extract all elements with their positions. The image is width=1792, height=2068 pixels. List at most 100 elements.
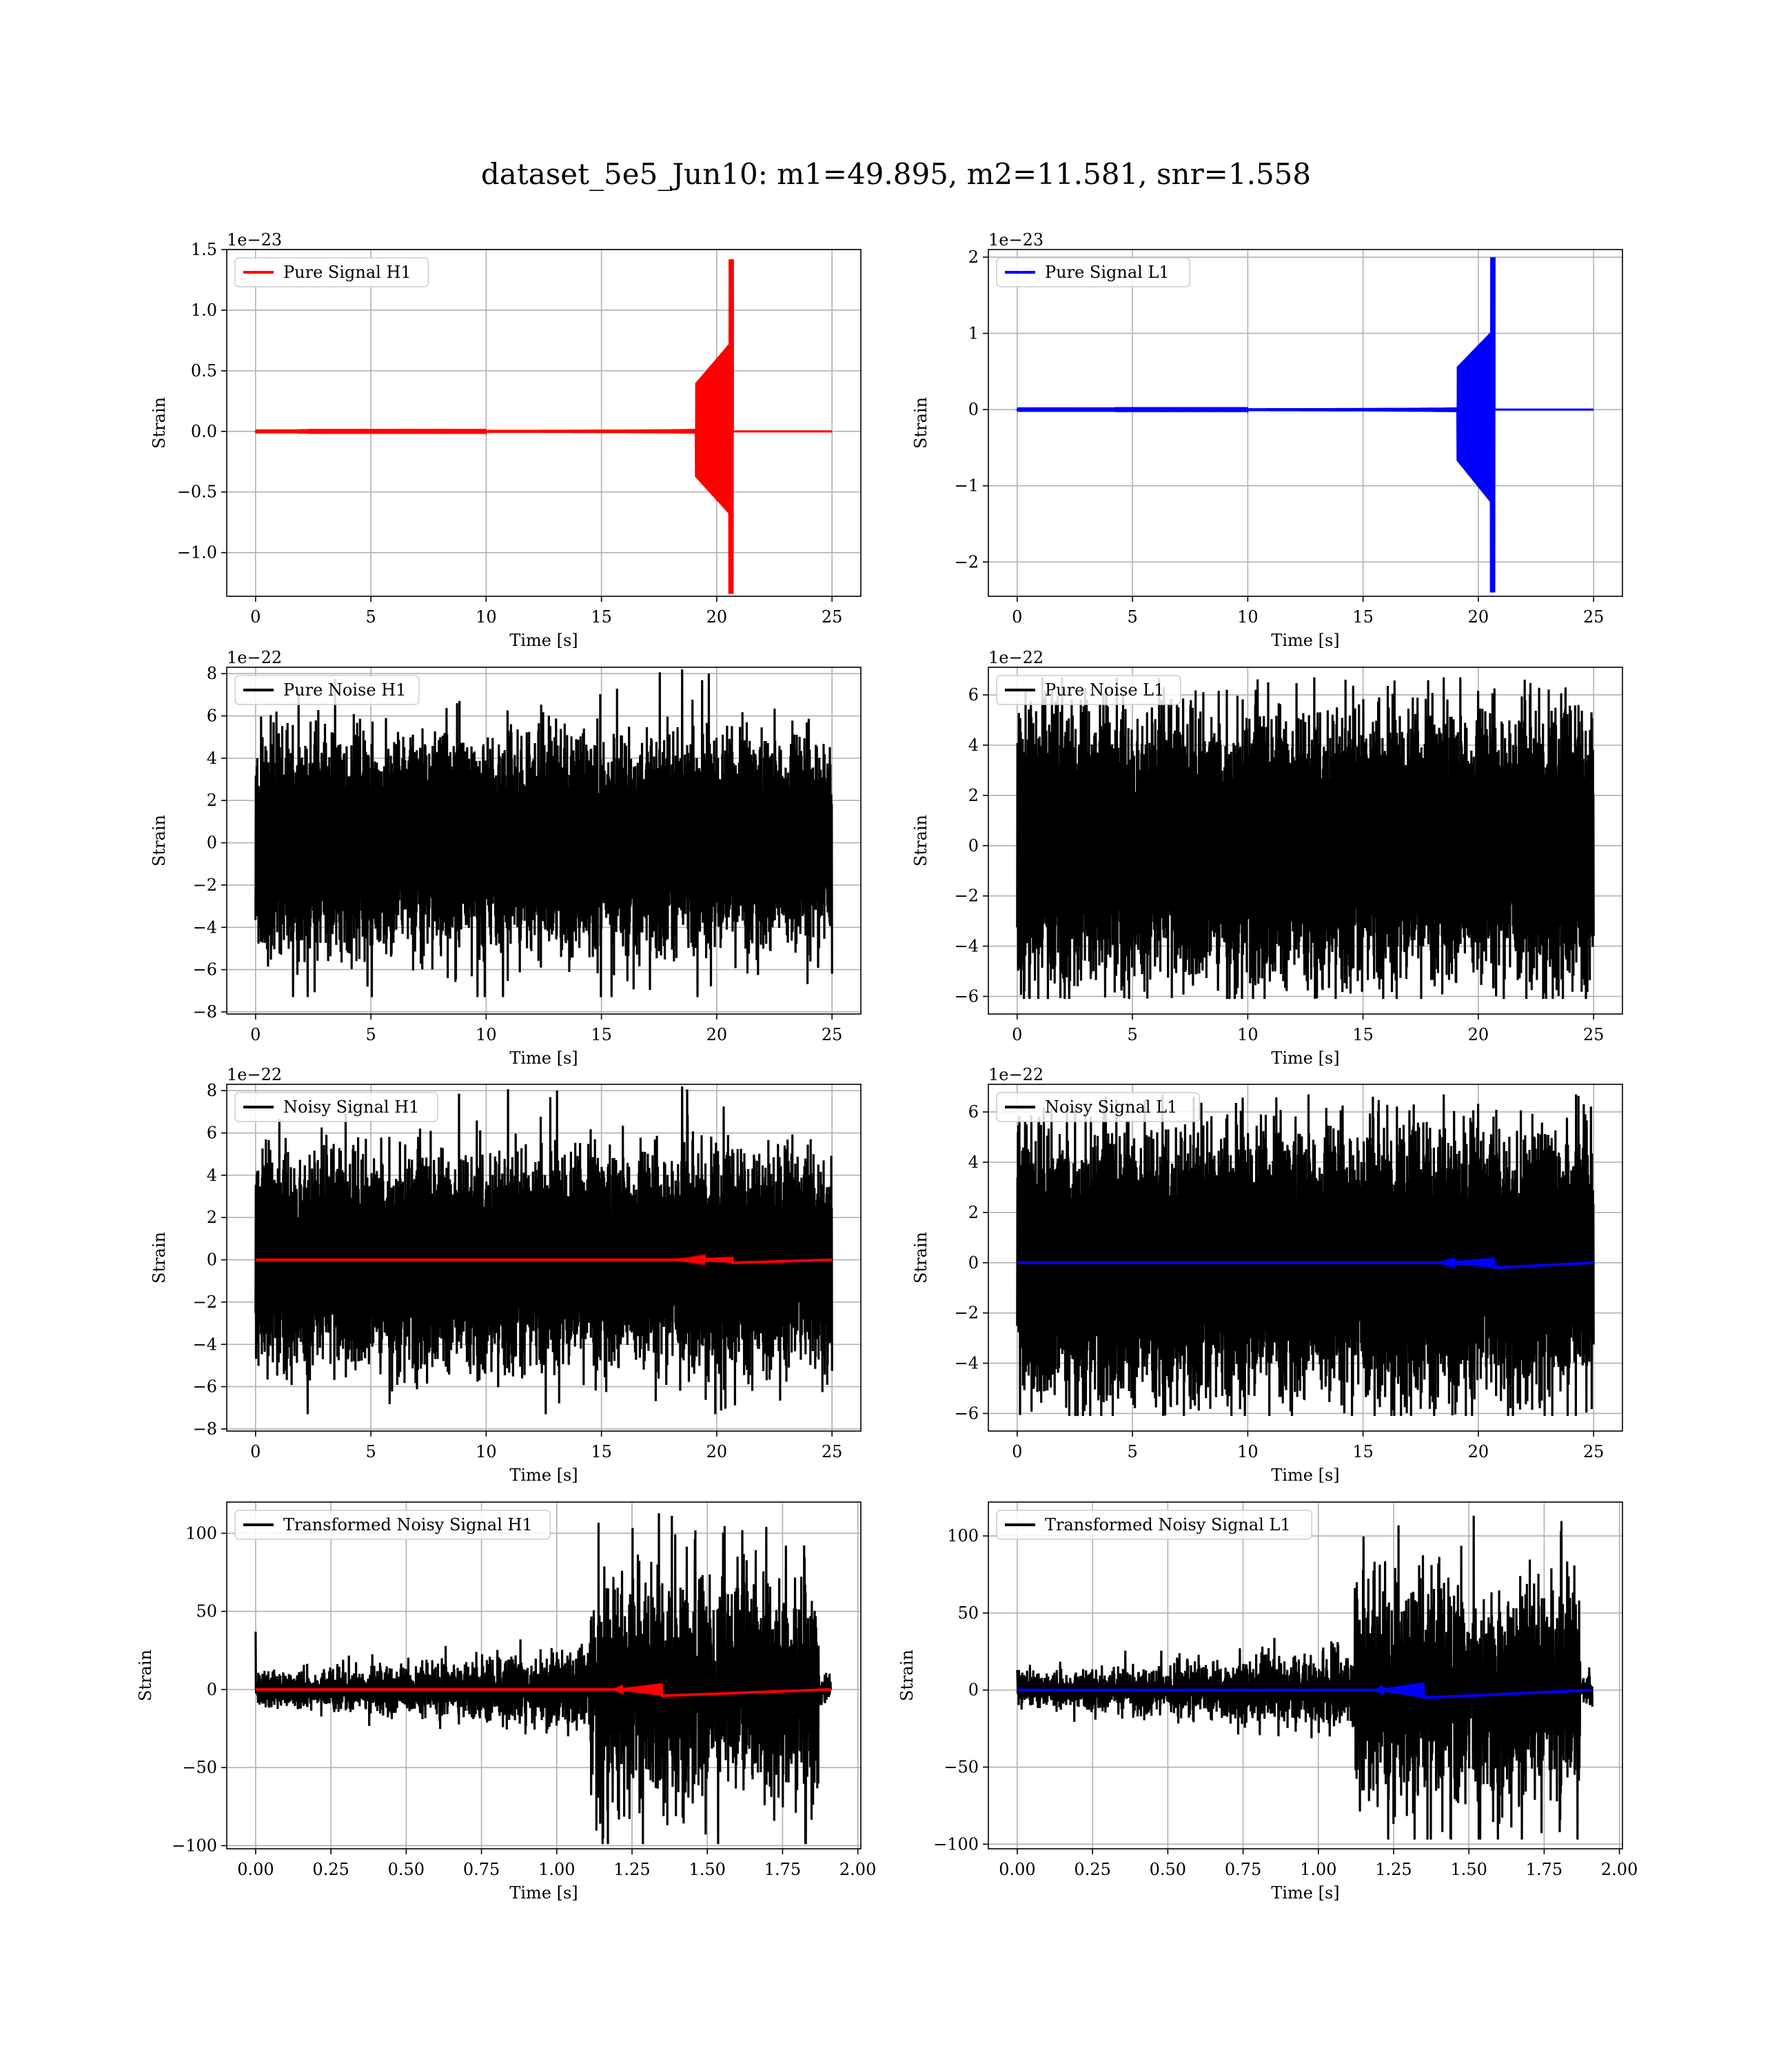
- x-tick-label: 10: [1237, 1442, 1259, 1461]
- x-axis-label: Time [s]: [1271, 1883, 1339, 1903]
- x-axis-label: Time [s]: [1271, 631, 1339, 650]
- x-tick-label: 10: [476, 1442, 497, 1461]
- x-tick-label: 0.25: [312, 1860, 349, 1879]
- y-tick-label: −1.0: [177, 543, 217, 562]
- legend-label: Transformed Noisy Signal L1: [1045, 1515, 1291, 1534]
- panel-pure-noise-h1: 0 5 10 15 20 25 −8 −6 −4 −2 0 2 4 6 8 Time [s] Strain 1e−…: [150, 648, 862, 1068]
- legend-label: Noisy Signal H1: [283, 1097, 419, 1117]
- x-tick-label: 20: [706, 1025, 728, 1044]
- y-tick-label: 0: [968, 1253, 979, 1273]
- noise-series: [1016, 1094, 1595, 1417]
- y-tick-label: −8: [193, 1419, 217, 1439]
- y-tick-label: 6: [968, 1102, 979, 1122]
- panel-pure-signal-l1: 0 5 10 15 20 25 −2 −1 0 1 2 Time [s] Strain 1e−23Pure…: [911, 230, 1623, 650]
- y-axis-label: Strain: [150, 397, 169, 449]
- y-tick-label: −2: [193, 875, 217, 895]
- y-tick-label: 2: [207, 791, 217, 810]
- y-axis-label: Strain: [911, 397, 930, 449]
- axes-frame: [988, 1084, 1623, 1432]
- panel-noisy-signal-l1: 0 5 10 15 20 25 −6 −4 −2 0 2 4 6 Time [s] Strain 1e−22N…: [911, 1065, 1623, 1485]
- axes-frame: [226, 249, 862, 597]
- y-tick-label: −2: [193, 1292, 217, 1312]
- plot-area: [1016, 1515, 1594, 1840]
- x-tick-label: 25: [1583, 1025, 1605, 1044]
- x-tick-label: 0.50: [1150, 1860, 1186, 1879]
- x-tick-label: 20: [706, 1442, 728, 1461]
- x-tick-label: 5: [365, 607, 376, 627]
- x-tick-label: 5: [365, 1025, 376, 1044]
- panel-transformed-noisy-signal-h1: 0.00 0.25 0.50 0.75 1.00 1.25 1.50 1.75 2.00 −100…: [136, 1501, 876, 1903]
- signal-series: [1016, 257, 1594, 593]
- x-tick-label: 10: [1237, 1025, 1259, 1044]
- x-tick-label: 2.00: [1601, 1860, 1638, 1879]
- y-tick-label: −6: [955, 1403, 979, 1423]
- y-axis-label: Strain: [911, 815, 930, 866]
- signal-series: [254, 259, 833, 594]
- y-tick-label: −50: [944, 1758, 979, 1777]
- y-tick-label: 4: [968, 736, 979, 755]
- y-tick-label: 0: [207, 1250, 217, 1270]
- y-axis-label: Strain: [150, 1232, 169, 1284]
- x-tick-label: 0: [1012, 1025, 1022, 1044]
- legend-box: [996, 1092, 1200, 1122]
- y-tick-label: 2: [207, 1208, 217, 1227]
- y-axis-label: Strain: [911, 1232, 930, 1284]
- plot-area: [254, 1513, 832, 1845]
- legend-label: Noisy Signal L1: [1045, 1097, 1177, 1117]
- y-tick-label: 0: [207, 833, 217, 853]
- legend-box: [234, 257, 429, 287]
- x-axis-label: Time [s]: [509, 631, 578, 650]
- legend-box: [996, 675, 1181, 705]
- signal-overlay-series: [1017, 1256, 1594, 1270]
- y-tick-label: 0: [207, 1680, 217, 1699]
- axes-frame: [226, 1084, 862, 1432]
- y-tick-label: 6: [207, 707, 217, 726]
- y-tick-label: 4: [207, 1166, 217, 1185]
- x-tick-label: 0.75: [463, 1860, 500, 1879]
- y-tick-label: −2: [955, 1304, 979, 1323]
- y-tick-label: −0.5: [177, 483, 217, 502]
- y-tick-label: −4: [955, 1354, 979, 1373]
- x-tick-label: 0: [250, 607, 261, 627]
- y-tick-label: 0: [968, 1681, 979, 1700]
- x-tick-label: 5: [1127, 607, 1137, 627]
- y-tick-label: 50: [196, 1602, 217, 1621]
- legend-label: Pure Signal L1: [1045, 263, 1170, 282]
- y-tick-label: 1.5: [191, 240, 217, 259]
- y-tick-label: 6: [968, 685, 979, 704]
- x-tick-label: 25: [1583, 1442, 1605, 1461]
- y-tick-label: 4: [207, 749, 217, 768]
- x-tick-label: 0: [250, 1442, 261, 1461]
- y-tick-label: 8: [207, 1081, 217, 1100]
- legend-box: [996, 1510, 1312, 1540]
- y-tick-label: 100: [947, 1526, 979, 1545]
- y-tick-label: 0.5: [191, 361, 217, 381]
- x-tick-label: 25: [822, 1025, 843, 1044]
- y-tick-label: 6: [207, 1124, 217, 1143]
- y-tick-label: −2: [955, 552, 979, 571]
- x-tick-label: 10: [1237, 607, 1259, 627]
- y-scale-offset: 1e−22: [227, 648, 282, 667]
- x-tick-label: 20: [1468, 1442, 1489, 1461]
- plot-area: [254, 1086, 833, 1415]
- y-axis-label: Strain: [136, 1650, 155, 1701]
- plot-area: [254, 669, 833, 997]
- x-tick-label: 0.00: [999, 1860, 1035, 1879]
- x-tick-label: 2.00: [839, 1860, 876, 1879]
- x-tick-label: 10: [476, 1025, 497, 1044]
- x-tick-label: 10: [476, 607, 497, 627]
- x-tick-label: 25: [822, 1442, 843, 1461]
- y-scale-offset: 1e−22: [988, 648, 1043, 667]
- x-axis-label: Time [s]: [509, 1883, 578, 1903]
- y-tick-label: 2: [968, 247, 979, 267]
- plot-area: [1016, 1094, 1595, 1417]
- legend-box: [234, 1092, 438, 1122]
- x-tick-label: 20: [1468, 607, 1489, 627]
- x-tick-label: 5: [1127, 1025, 1137, 1044]
- y-tick-label: 1: [968, 324, 979, 343]
- panel-noisy-signal-h1: 0 5 10 15 20 25 −8 −6 −4 −2 0 2 4 6 8 Time [s] Strain 1e−…: [150, 1065, 862, 1485]
- axes-frame: [988, 249, 1623, 597]
- y-tick-label: 2: [968, 786, 979, 805]
